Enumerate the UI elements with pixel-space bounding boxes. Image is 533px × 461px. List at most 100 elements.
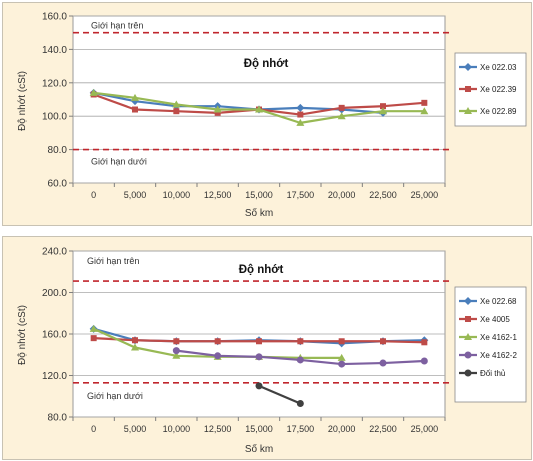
data-point <box>297 338 304 345</box>
data-point <box>420 107 429 115</box>
x-tick-label: 22,500 <box>369 424 397 434</box>
data-point <box>214 338 221 345</box>
data-point <box>132 106 138 113</box>
data-point <box>338 104 345 111</box>
chart-title: Độ nhớt <box>239 264 284 276</box>
data-point <box>255 105 263 113</box>
data-point <box>131 343 139 351</box>
x-tick-label: 22,500 <box>369 190 397 200</box>
y-tick-label: 80.0 <box>48 145 68 156</box>
data-point <box>296 356 304 364</box>
legend-item: Xe 022.89 <box>459 107 517 116</box>
x-tick-label: 17,500 <box>287 190 315 200</box>
upper-limit-label: Giới hạn trên <box>87 256 139 266</box>
x-tick-label: 15,000 <box>245 190 273 200</box>
y-axis-label: Độ nhớt (cSt) <box>17 71 28 131</box>
x-tick-label: 20,000 <box>328 190 356 200</box>
x-tick-label: 15,000 <box>245 424 273 434</box>
viscosity-chart-1: 60.0 80.0 100.0 120.0 140.0 160.0 0 5,000 10,000… <box>17 12 527 219</box>
legend-swatch-marker <box>464 63 472 71</box>
data-point <box>256 338 262 345</box>
y-tick-label: 80.0 <box>48 413 68 424</box>
data-point <box>297 111 304 118</box>
legend-box <box>454 286 527 403</box>
legend-label: Xe 4162-2 <box>480 351 517 360</box>
chart-title: Độ nhớt <box>244 58 289 70</box>
y-tick-label: 140.0 <box>42 45 67 56</box>
legend-label: Xe 022.68 <box>480 297 517 306</box>
legend-item: Xe 022.03 <box>459 63 517 72</box>
y-tick-label: 120.0 <box>42 78 67 89</box>
y-tick-label: 240.0 <box>42 247 67 258</box>
data-point <box>255 382 263 390</box>
legend-swatch-marker <box>464 297 472 305</box>
x-axis-label: Số km <box>245 207 273 219</box>
legend-swatch-marker <box>464 351 472 359</box>
legend-label: Đối thủ <box>480 369 505 378</box>
data-point <box>173 338 180 345</box>
data-point <box>379 359 387 367</box>
y-tick-label: 200.0 <box>42 288 67 299</box>
data-point <box>172 100 181 108</box>
lower-limit-label: Giới hạn dưới <box>91 157 147 167</box>
x-tick-label: 5,000 <box>124 190 147 200</box>
legend-item: Đối thủ <box>459 369 505 378</box>
x-tick-label: 0 <box>91 424 96 434</box>
data-point <box>172 351 181 359</box>
data-point <box>255 353 263 361</box>
x-tick-label: 5,000 <box>124 424 147 434</box>
x-tick-label: 25,000 <box>411 424 439 434</box>
legend-item: Xe 4005 <box>459 315 510 324</box>
legend-swatch-marker <box>465 316 471 322</box>
legend-swatch-marker <box>464 333 472 340</box>
data-point <box>90 335 97 342</box>
x-tick-label: 12,500 <box>204 190 232 200</box>
data-point <box>173 108 180 115</box>
x-tick-label: 20,000 <box>328 424 356 434</box>
y-tick-label: 100.0 <box>42 112 67 123</box>
lower-limit-label: Giới hạn dưới <box>87 391 143 401</box>
legend-item: Xe 022.68 <box>459 297 517 306</box>
data-point <box>132 337 138 344</box>
data-point <box>421 99 428 106</box>
data-point <box>296 103 305 112</box>
data-point <box>337 353 346 361</box>
data-point <box>131 93 139 101</box>
viscosity-chart-panel-2: 80.0 120.0 160.0 200.0 240.0 0 5,000 10,000 12,5… <box>2 236 532 460</box>
y-axis-label: Độ nhớt (cSt) <box>17 305 28 365</box>
series-line <box>258 384 301 405</box>
data-point <box>338 360 346 368</box>
legend-label: Xe 4162-1 <box>480 333 517 342</box>
y-tick-label: 160.0 <box>42 330 67 341</box>
data-point <box>420 357 428 365</box>
data-point <box>337 112 346 120</box>
x-tick-label: 25,000 <box>411 190 439 200</box>
legend-item: Xe 4162-2 <box>459 351 517 360</box>
data-point <box>421 339 428 346</box>
legend-item: Xe 022.39 <box>459 85 517 94</box>
data-point <box>296 400 304 408</box>
data-point <box>380 103 386 110</box>
data-point <box>214 352 222 360</box>
data-point <box>214 109 221 116</box>
legend-swatch-marker <box>465 86 471 92</box>
data-point <box>213 105 222 113</box>
x-axis-label: Số km <box>245 443 273 455</box>
y-tick-label: 120.0 <box>42 371 67 382</box>
data-point <box>379 107 387 115</box>
viscosity-chart-2: 80.0 120.0 160.0 200.0 240.0 0 5,000 10,000 12,5… <box>17 247 527 455</box>
viscosity-chart-panel-1: 60.0 80.0 100.0 120.0 140.0 160.0 0 5,000 10,000… <box>2 2 532 226</box>
y-tick-label: 60.0 <box>48 179 68 190</box>
x-tick-label: 10,000 <box>163 190 191 200</box>
data-point <box>296 118 305 126</box>
data-point <box>172 347 180 355</box>
x-tick-label: 0 <box>91 190 96 200</box>
legend-item: Xe 4162-1 <box>459 333 517 342</box>
data-point <box>89 88 98 96</box>
legend-swatch-marker <box>464 107 472 114</box>
series-3 <box>89 88 429 126</box>
legend-label: Xe 4005 <box>480 315 510 324</box>
series-2 <box>90 335 428 346</box>
data-point <box>380 338 386 345</box>
data-point <box>89 324 98 332</box>
